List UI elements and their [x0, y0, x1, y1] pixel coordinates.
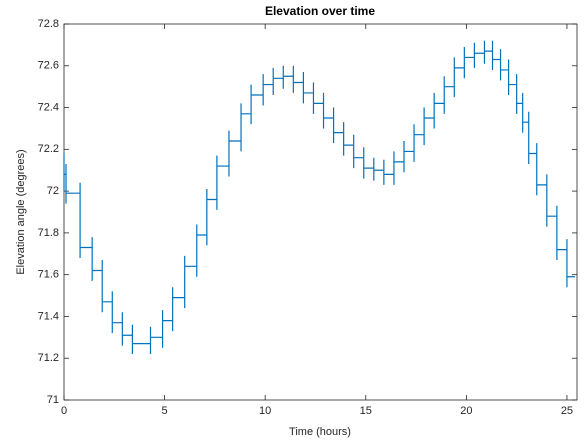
- y-tick-label: 72.6: [38, 60, 59, 72]
- y-tick-label: 71: [47, 394, 59, 406]
- y-tick-label: 72.8: [38, 18, 59, 30]
- x-tick-label: 5: [162, 405, 168, 417]
- y-tick-label: 72.2: [38, 143, 59, 155]
- x-tick-label: 15: [360, 405, 372, 417]
- y-tick-label: 72.4: [38, 101, 59, 113]
- x-tick-label: 25: [561, 405, 573, 417]
- y-tick-label: 71.4: [38, 310, 59, 322]
- x-axis-label: Time (hours): [289, 426, 351, 438]
- chart-title: Elevation over time: [265, 4, 375, 18]
- y-tick-label: 71.2: [38, 352, 59, 364]
- y-axis-label: Elevation angle (degrees): [15, 149, 27, 274]
- y-tick-label: 72: [47, 185, 59, 197]
- x-tick-label: 10: [259, 405, 271, 417]
- y-tick-label: 71.6: [38, 269, 59, 281]
- data-line: [63, 40, 575, 355]
- x-tick-label: 20: [460, 405, 472, 417]
- x-tick-label: 0: [61, 405, 67, 417]
- plot-frame: [63, 23, 578, 401]
- y-tick-label: 71.8: [38, 227, 59, 239]
